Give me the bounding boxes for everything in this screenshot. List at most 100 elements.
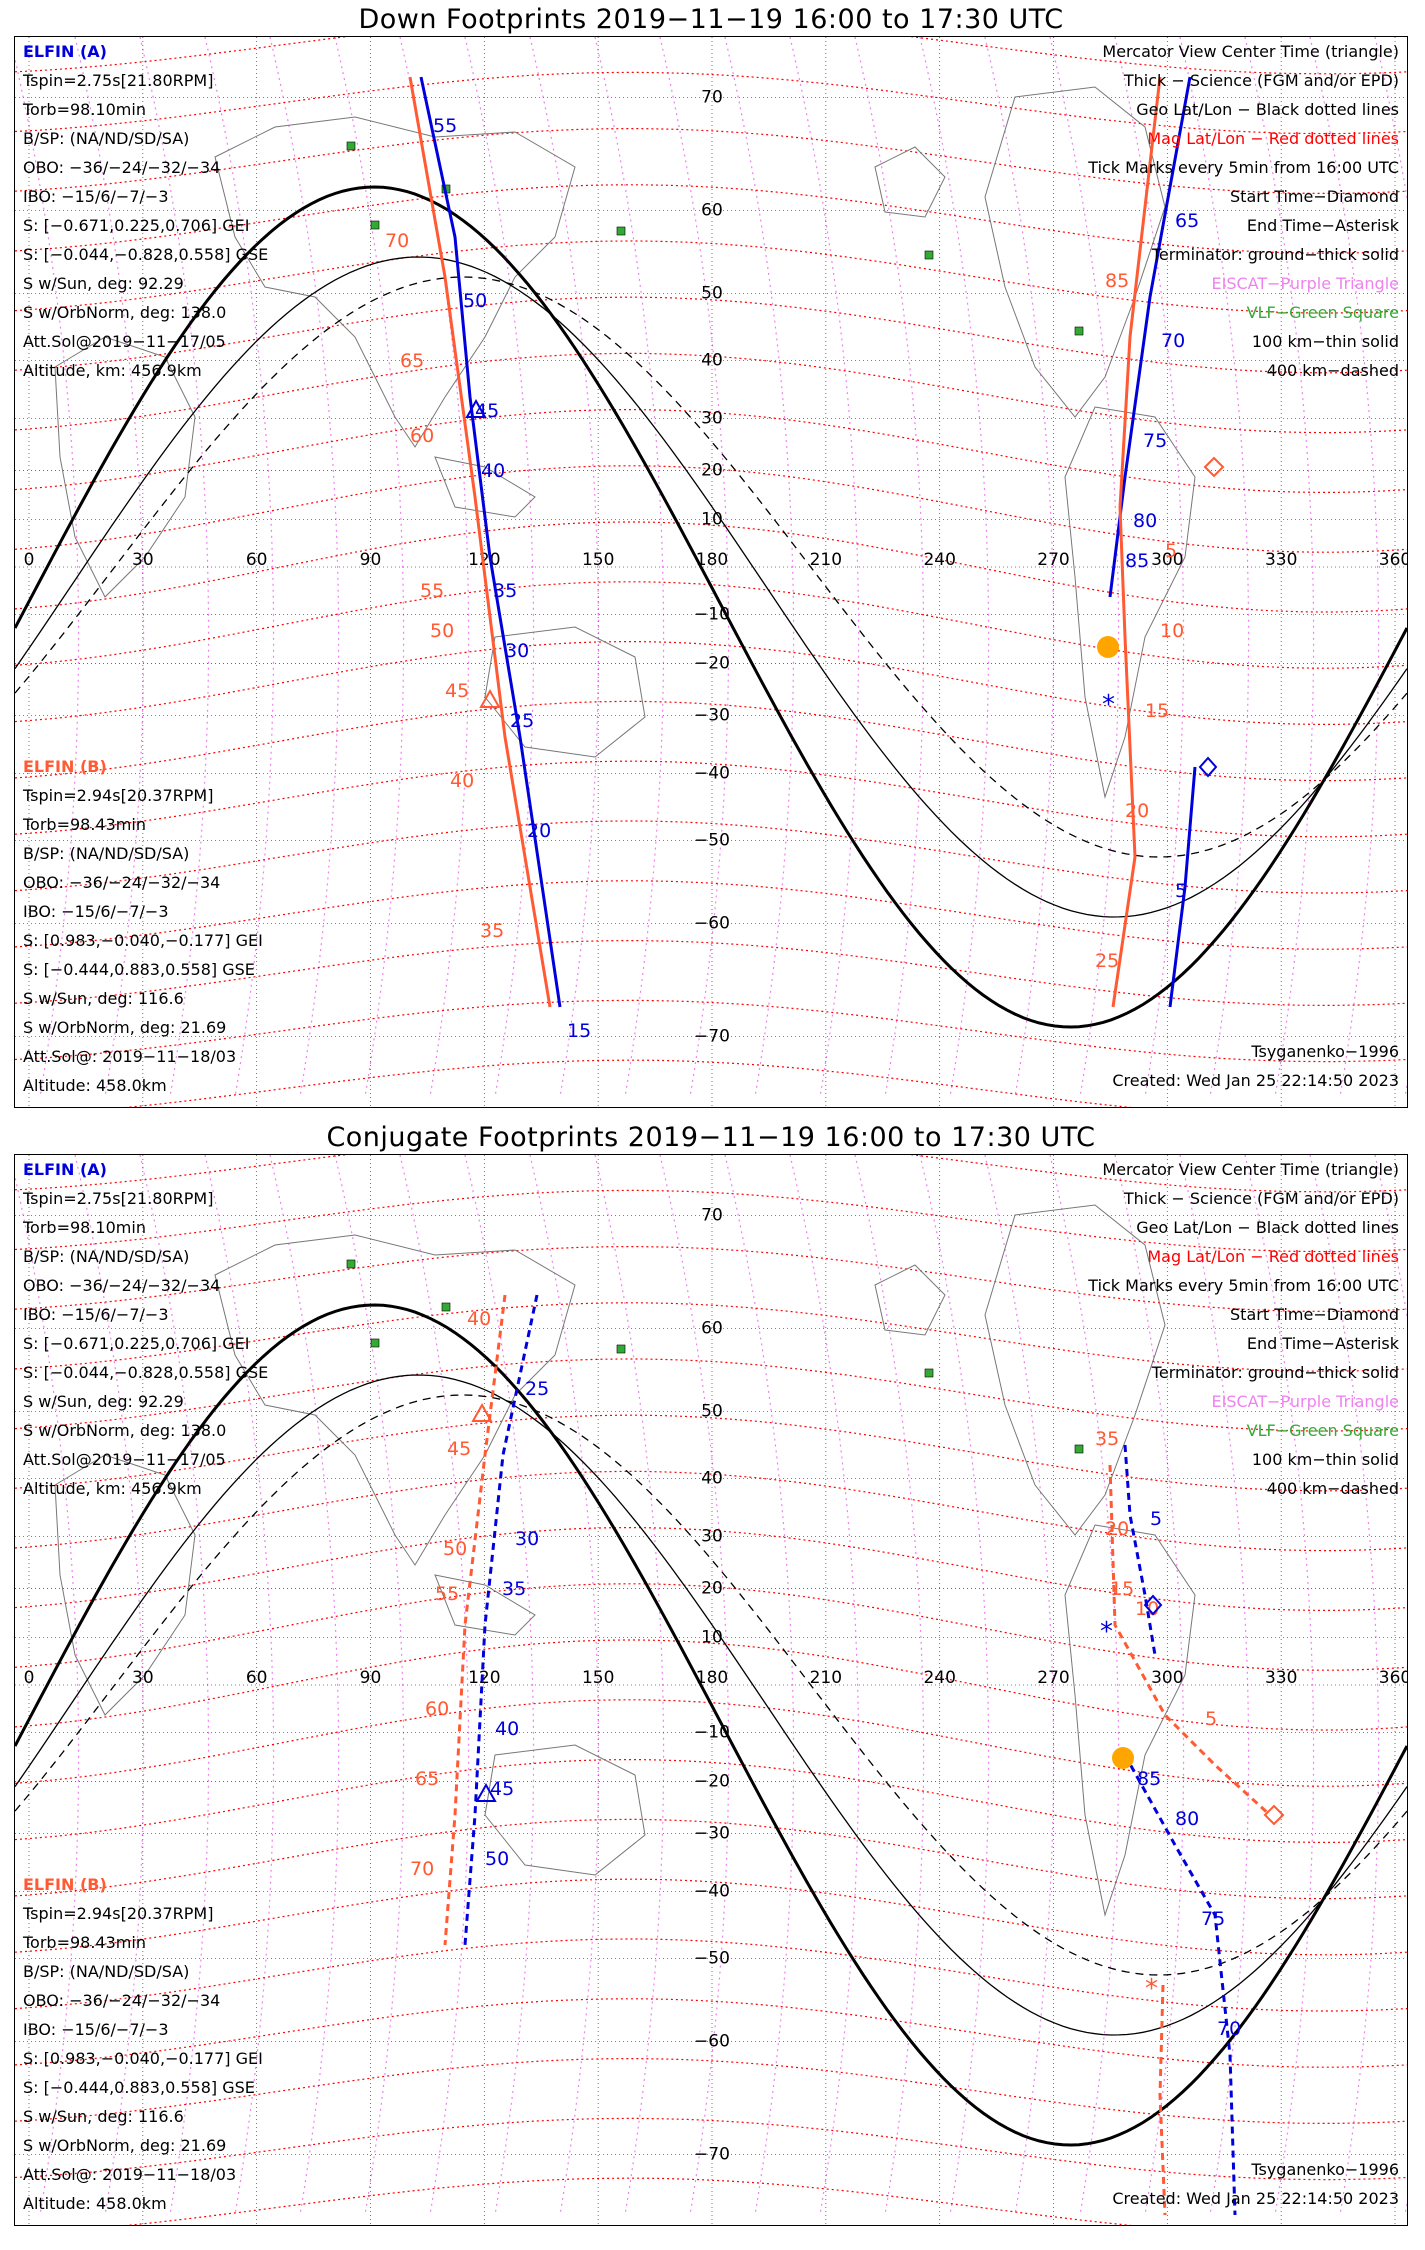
elfin-b-track-east-lower <box>1158 1984 1167 2216</box>
track-tick-label: 75 <box>1143 430 1167 452</box>
elfin-a-track-east <box>1108 76 1192 598</box>
elfin-b-header: ELFIN (B) <box>23 757 107 776</box>
lon-tick-label: 90 <box>360 550 382 570</box>
mag-meridian <box>399 37 470 1098</box>
terminator-ground <box>15 185 1407 1029</box>
legend-entry: VLF−Green Square <box>1246 303 1399 322</box>
coastlines <box>54 1204 1196 1917</box>
track-tick-label: 25 <box>525 1378 549 1400</box>
track-tick-label: 50 <box>443 1538 467 1560</box>
legend-entry: Terminator: ground−thick solid <box>1151 1363 1399 1382</box>
elfin-b-track-labels: 70 65 60 55 50 45 40 35 85 10 15 20 25 5 <box>385 230 1184 972</box>
elfin-a-info-line: S: [−0.044,−0.828,0.558] GSE <box>23 245 269 264</box>
mag-parallel <box>15 1759 1407 1843</box>
start-diamond-b <box>1263 1804 1285 1826</box>
lat-tick-label: −50 <box>694 831 730 851</box>
track-tick-label: 30 <box>505 640 529 662</box>
lat-tick-label: 10 <box>701 510 723 530</box>
track-tick-label: 65 <box>415 1768 439 1790</box>
elfin-a-info-line: S w/OrbNorm, deg: 138.0 <box>23 303 227 322</box>
track-tick-label: 45 <box>475 400 499 422</box>
vlf-stations <box>346 1259 1084 1454</box>
mag-parallel <box>15 240 1407 314</box>
track-tick-label: 35 <box>480 920 504 942</box>
vlf-green-square <box>346 1259 356 1269</box>
lat-tick-label: 20 <box>701 1579 723 1599</box>
mag-parallel <box>15 700 1407 782</box>
track-tick-label: 5 <box>1150 1508 1162 1530</box>
mag-parallel <box>15 1358 1407 1432</box>
elfin-a-info: ELFIN (A) Tspin=2.75s[21.80RPM] Torb=98.10… <box>23 1155 268 1503</box>
track-tick-label: 15 <box>1110 1578 1134 1600</box>
elfin-b-info-line: S w/OrbNorm, deg: 21.69 <box>23 1018 227 1037</box>
lat-tick-label: −20 <box>694 1771 730 1791</box>
legend-entry: 400 km−dashed <box>1266 1479 1399 1498</box>
elfin-b-info-line: S: [−0.444,0.883,0.558] GSE <box>23 2078 255 2097</box>
elfin-a-info-line: S: [−0.044,−0.828,0.558] GSE <box>23 1363 269 1382</box>
coastline <box>434 1574 536 1636</box>
track-tick-label: 70 <box>1161 330 1185 352</box>
legend-entry: Thick − Science (FGM and/or EPD) <box>1123 1189 1399 1208</box>
elfin-a-info-line: S: [−0.671,0.225,0.706] GEI <box>23 216 250 235</box>
coastline <box>214 1234 576 1566</box>
track-tick-label: 5 <box>1205 1708 1217 1730</box>
track-tick-label: 45 <box>445 680 469 702</box>
elfin-b-track-west <box>408 76 552 1008</box>
legend-entry: Start Time−Diamond <box>1230 1305 1399 1324</box>
lon-tick-label: 150 <box>582 550 614 570</box>
end-asterisk-a: * <box>1102 690 1115 720</box>
vlf-green-square <box>346 141 356 151</box>
legend-entry: Thick − Science (FGM and/or EPD) <box>1123 71 1399 90</box>
elfin-b-info-line: S: [0.983,−0.040,−0.177] GEI <box>23 2049 263 2068</box>
mag-parallel <box>15 2117 1407 2181</box>
elfin-b-info-line: Torb=98.43min <box>23 815 146 834</box>
mag-latitude-lines <box>15 1155 1407 2225</box>
terminator-lines <box>15 1303 1407 2147</box>
vlf-green-square <box>370 220 380 230</box>
mag-parallel <box>15 352 1407 434</box>
lat-tick-label: 70 <box>701 1205 723 1225</box>
coastline <box>984 1204 1166 1536</box>
elfin-a-info-line: S: [−0.671,0.225,0.706] GEI <box>23 1334 250 1353</box>
track-tick-label: 85 <box>1125 550 1149 572</box>
map-plot: 0 30 60 90 120 150 180 210 240 270 300 330 360706050… <box>15 1155 1407 2225</box>
legend-entry: Mag Lat/Lon − Red dotted lines <box>1147 129 1399 148</box>
footprint-panel-down: Down Footprints 2019−11−19 16:00 to 17:3… <box>14 0 1408 1118</box>
legend-entry: End Time−Asterisk <box>1246 216 1399 235</box>
mag-meridian <box>854 1155 925 2216</box>
mag-parallel <box>15 296 1407 374</box>
lat-tick-label: −50 <box>694 1949 730 1969</box>
coastline <box>214 116 576 448</box>
mag-parallel <box>15 760 1407 838</box>
lat-tick-label: −40 <box>694 763 730 783</box>
mag-parallel <box>15 37 1407 75</box>
lat-tick-label: −60 <box>694 2031 730 2051</box>
elfin-b-info: ELFIN (B) Tspin=2.94s[20.37RPM] Torb=98.43… <box>23 1870 263 2218</box>
coastline <box>1064 1524 1196 1917</box>
track-tick-label: 40 <box>495 1718 519 1740</box>
vlf-green-square <box>616 226 626 236</box>
coastline <box>874 146 946 218</box>
lon-tick-label: 210 <box>810 1668 842 1688</box>
elfin-b-info-line: OBO: −36/−24/−32/−34 <box>23 1991 221 2010</box>
lon-tick-label: 330 <box>1265 550 1297 570</box>
elfin-a-info-line: Att.Sol@2019−11−17/05 <box>23 332 226 351</box>
track-tick-label: 5 <box>1165 540 1177 562</box>
lon-tick-label: 180 <box>696 550 728 570</box>
vlf-green-square <box>1074 1444 1084 1454</box>
end-asterisk-a: * <box>1100 1617 1113 1647</box>
elfin-b-info-line: S: [0.983,−0.040,−0.177] GEI <box>23 931 263 950</box>
panel-title: Conjugate Footprints 2019−11−19 16:00 to… <box>326 1122 1096 1153</box>
terminator-ground <box>15 1303 1407 2147</box>
elfin-b-info-line: Att.Sol@: 2019−11−18/03 <box>23 2165 237 2184</box>
legend-entry: VLF−Green Square <box>1246 1421 1399 1440</box>
lat-tick-label: 30 <box>701 408 723 428</box>
elfin-b-info-line: Tspin=2.94s[20.37RPM] <box>23 1904 214 1923</box>
track-tick-label: 85 <box>1137 1768 1161 1790</box>
coastline <box>484 1744 646 1876</box>
track-tick-label: 50 <box>485 1848 509 1870</box>
track-tick-label: 70 <box>385 230 409 252</box>
longitude-tick-labels: 0 30 60 90 120 150 180 210 240 270 300 330 360 <box>24 550 1407 570</box>
lon-tick-label: 180 <box>696 1668 728 1688</box>
elfin-a-info-line: S w/Sun, deg: 92.29 <box>23 274 184 293</box>
